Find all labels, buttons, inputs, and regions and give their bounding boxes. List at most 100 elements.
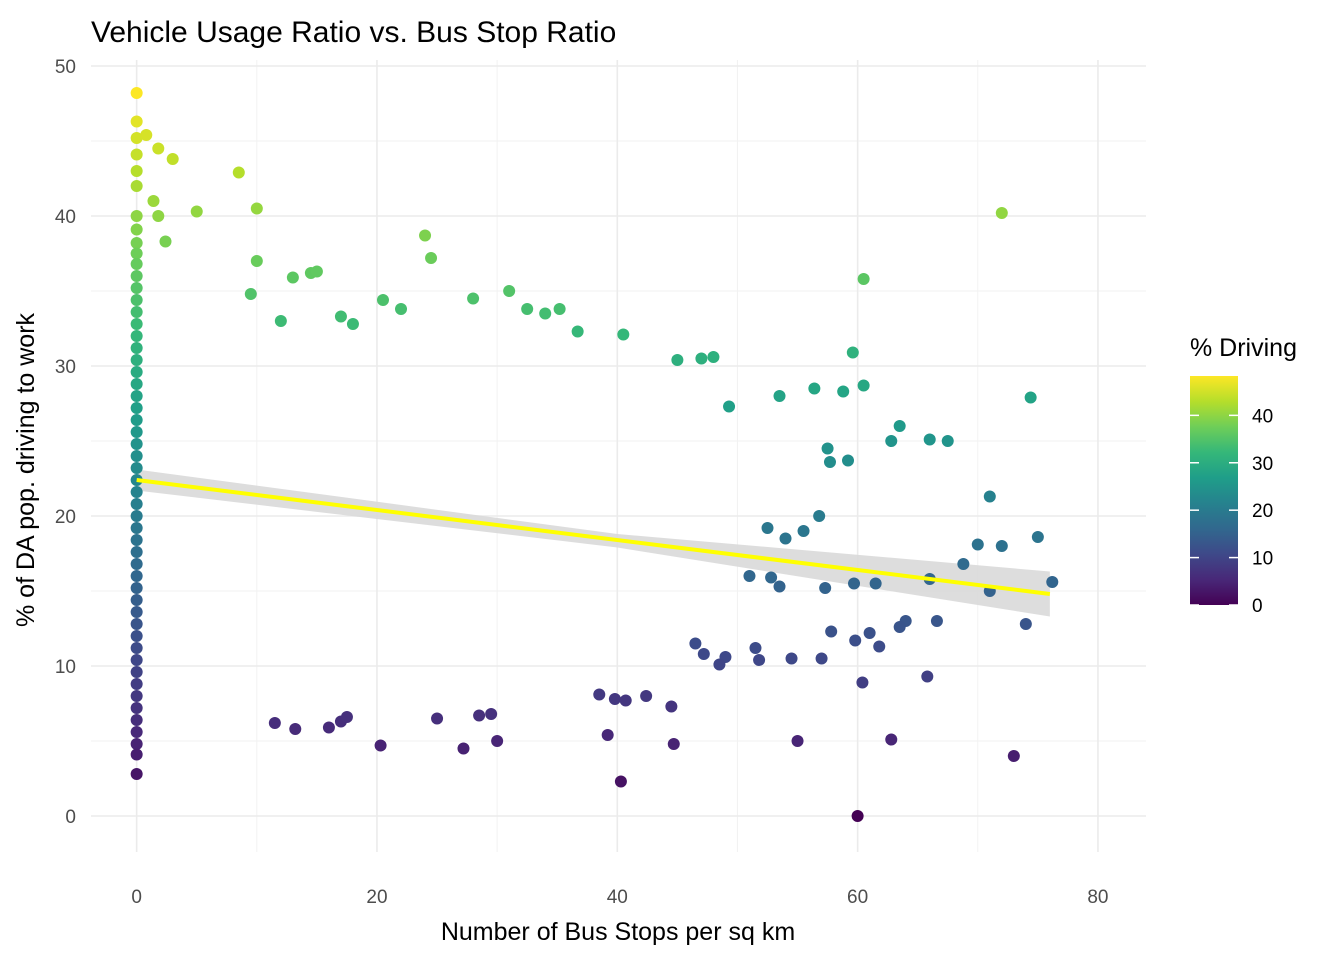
data-point [130, 738, 143, 750]
data-point [930, 615, 943, 627]
data-point [140, 129, 153, 141]
data-point [310, 265, 323, 278]
y-axis-label: % of DA pop. driving to work [12, 312, 40, 627]
data-point [130, 690, 143, 702]
data-point [376, 294, 389, 306]
data-point [130, 534, 143, 546]
data-point [791, 735, 804, 747]
data-point [819, 582, 832, 594]
data-point [848, 577, 861, 590]
data-point [473, 709, 486, 722]
data-point [779, 532, 792, 545]
colorbar-ticks: 0 10 20 30 40 [1190, 406, 1273, 617]
data-point [340, 711, 353, 723]
data-point [322, 721, 335, 734]
data-point [846, 346, 859, 359]
data-point [130, 210, 143, 222]
data-point [130, 330, 143, 342]
data-point [773, 580, 786, 593]
data-point [601, 729, 614, 741]
data-point [1031, 531, 1044, 543]
data-point [983, 490, 996, 503]
data-point [431, 712, 444, 725]
confidence-band-group [136, 469, 1050, 617]
data-point [130, 450, 143, 462]
data-point [957, 558, 970, 570]
data-point [250, 202, 263, 215]
data-point [130, 148, 143, 161]
colorbar-tick-label: 20 [1252, 501, 1273, 522]
data-point [130, 270, 143, 282]
data-point [808, 382, 821, 395]
trend-line [136, 478, 1051, 596]
data-point [823, 456, 836, 468]
data-point [286, 271, 299, 284]
data-point [885, 435, 898, 447]
data-point [244, 288, 257, 300]
y-tick-label: 40 [55, 207, 76, 228]
data-point [274, 315, 287, 327]
y-tick-labels: 0 10 20 30 40 50 [55, 57, 76, 828]
data-point [130, 510, 143, 522]
data-point [130, 378, 143, 390]
data-point [130, 402, 143, 414]
data-point [130, 558, 143, 570]
data-point [130, 306, 143, 318]
data-point [374, 739, 387, 752]
data-point [608, 693, 621, 705]
data-point [765, 571, 778, 584]
data-point [761, 522, 774, 534]
data-point [419, 229, 432, 242]
x-tick-label: 40 [607, 887, 628, 908]
data-point [619, 694, 632, 707]
data-point [130, 390, 143, 402]
data-point [723, 400, 736, 413]
data-point [334, 310, 347, 323]
data-point [921, 670, 934, 683]
data-point [1024, 391, 1037, 404]
data-point [713, 658, 726, 671]
data-point [130, 342, 143, 354]
data-point [773, 390, 786, 402]
data-point [503, 285, 516, 297]
data-point [425, 252, 438, 264]
data-point [130, 546, 143, 558]
data-point [130, 522, 143, 534]
x-tick-label: 20 [366, 887, 387, 908]
data-point [697, 648, 710, 660]
data-point [640, 690, 653, 702]
data-point [593, 688, 606, 701]
data-point [539, 307, 552, 320]
data-points [130, 87, 1059, 822]
data-point [689, 637, 702, 650]
data-point [130, 748, 143, 761]
trend-line-group [136, 478, 1051, 596]
data-point [893, 420, 906, 432]
data-point [485, 708, 498, 720]
colorbar-tick-label: 40 [1252, 406, 1273, 427]
y-tick-label: 30 [55, 357, 76, 378]
data-point [130, 165, 143, 177]
data-point [130, 462, 143, 474]
data-point [147, 195, 160, 207]
data-point [521, 303, 534, 315]
data-point [130, 570, 143, 582]
data-point [130, 414, 143, 426]
data-point [667, 738, 680, 750]
data-point [130, 180, 143, 192]
colorbar-legend: % Driving 0 10 20 30 40 [1190, 334, 1297, 617]
data-point [873, 640, 886, 653]
data-point [130, 726, 143, 738]
data-point [923, 433, 936, 446]
data-point [232, 166, 245, 179]
data-point [159, 235, 172, 248]
x-tick-label: 60 [847, 887, 868, 908]
data-point [849, 634, 862, 647]
data-point [346, 318, 359, 330]
data-point [665, 700, 678, 713]
data-point [885, 733, 898, 746]
legend-title: % Driving [1190, 334, 1297, 362]
y-tick-label: 20 [55, 507, 76, 528]
y-tick-label: 50 [55, 57, 76, 78]
data-point [130, 282, 143, 294]
